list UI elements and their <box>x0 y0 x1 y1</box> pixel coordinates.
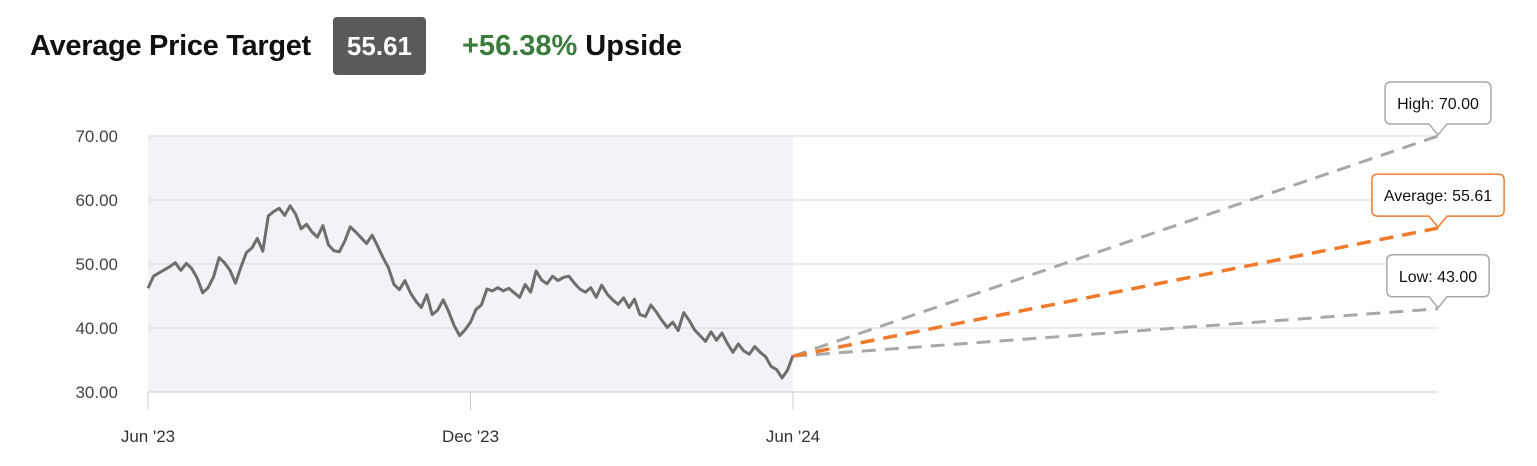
upside-summary: +56.38% Upside <box>462 30 682 63</box>
y-tick-label: 60.00 <box>75 191 118 210</box>
x-tick-label: Jun '23 <box>121 427 175 446</box>
low-target-label: Low: 43.00 <box>1399 269 1477 286</box>
page-title: Average Price Target <box>30 29 311 62</box>
y-tick-label: 50.00 <box>75 255 118 274</box>
average-target-badge: 55.61 <box>332 17 426 75</box>
price-history-line <box>146 204 795 380</box>
upside-label: Upside <box>585 29 682 62</box>
y-tick-label: 70.00 <box>75 127 118 146</box>
x-axis: Jun '23 Dec '23 Jun '24 <box>121 391 1438 446</box>
high-target-callout-box <box>1384 81 1492 137</box>
high-target-label: High: 70.00 <box>1397 96 1479 113</box>
low-target-callout: Low: 43.00 <box>1386 254 1490 309</box>
y-tick-label: 40.00 <box>75 319 118 338</box>
low-target-callout-box <box>1386 254 1490 309</box>
high-target-callout: High: 70.00 <box>1384 81 1492 137</box>
low-target-line <box>792 307 1439 358</box>
upside-percent: +56.38% <box>462 29 578 62</box>
average-target-line <box>792 226 1439 358</box>
x-tick-label: Dec '23 <box>442 427 499 446</box>
average-target-callout-box <box>1371 173 1505 229</box>
price-target-header: Average Price Target 55.61 +56.38% Upside <box>30 16 682 76</box>
y-tick-label: 30.00 <box>75 383 118 402</box>
x-tick-label: Jun '24 <box>766 427 820 446</box>
average-target-callout: Average: 55.61 <box>1371 173 1505 229</box>
average-target-label: Average: 55.61 <box>1384 188 1492 205</box>
y-axis: 70.00 60.00 50.00 40.00 30.00 <box>75 127 118 402</box>
